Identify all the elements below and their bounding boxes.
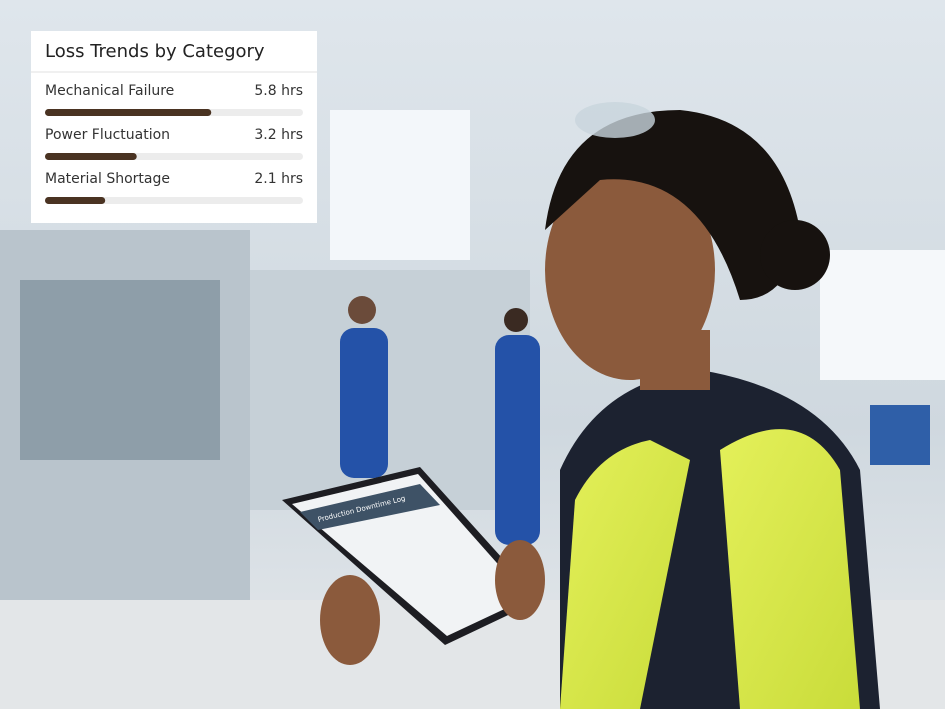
category-label: Power Fluctuation bbox=[45, 127, 170, 143]
bar bbox=[45, 109, 212, 116]
worker-foreground bbox=[545, 102, 880, 709]
tablet: Production Downtime Log bbox=[282, 467, 545, 665]
window bbox=[330, 110, 470, 260]
chart-card: Loss Trends by Category Mechanical Failu… bbox=[31, 31, 317, 223]
bar bbox=[45, 197, 106, 204]
value-label: 5.8 hrs bbox=[254, 83, 303, 99]
machine-panel bbox=[20, 280, 220, 460]
machine bbox=[250, 270, 530, 510]
window bbox=[820, 250, 945, 380]
category-label: Material Shortage bbox=[45, 171, 170, 187]
card-background bbox=[31, 31, 317, 223]
category-label: Mechanical Failure bbox=[45, 83, 174, 99]
bar-track bbox=[45, 197, 303, 204]
value-label: 2.1 hrs bbox=[254, 171, 303, 187]
chart-title: Loss Trends by Category bbox=[45, 41, 265, 62]
bar bbox=[45, 153, 137, 160]
cabinet bbox=[870, 405, 930, 465]
worker-background bbox=[340, 296, 540, 545]
value-label: 3.2 hrs bbox=[254, 127, 303, 143]
